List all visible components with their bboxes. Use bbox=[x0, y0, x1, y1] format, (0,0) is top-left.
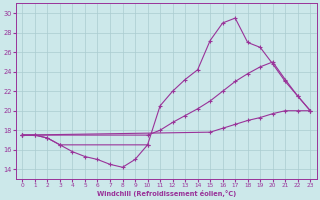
X-axis label: Windchill (Refroidissement éolien,°C): Windchill (Refroidissement éolien,°C) bbox=[97, 190, 236, 197]
